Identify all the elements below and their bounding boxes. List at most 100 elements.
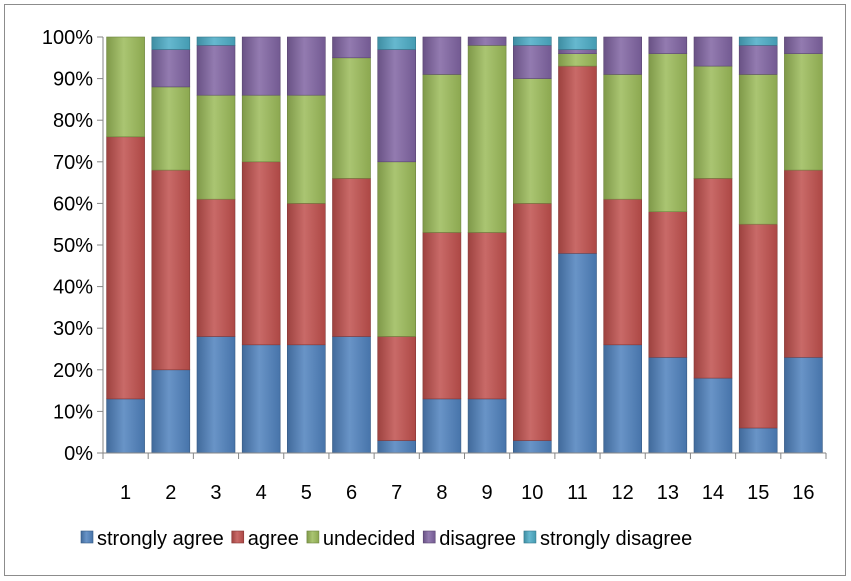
bar-agree-13 (648, 211, 688, 358)
bar-agree-14 (693, 178, 733, 379)
legend-swatch-undecided (306, 530, 320, 544)
bar-undecided-12 (603, 74, 643, 200)
x-tick-label: 3 (210, 482, 221, 504)
bar-strongly-disagree-10 (512, 36, 552, 46)
y-tick-label: 0% (64, 443, 93, 465)
y-tick-label: 50% (53, 235, 93, 257)
legend-swatch-strongly-agree (80, 530, 94, 544)
x-tick-label: 2 (165, 482, 176, 504)
x-tick-label: 13 (657, 482, 679, 504)
x-tick-label: 8 (436, 482, 447, 504)
x-tick-label: 15 (747, 482, 769, 504)
bar-strongly-agree-9 (467, 398, 507, 454)
bar-strongly-agree-14 (693, 377, 733, 454)
x-tick-label: 1 (120, 482, 131, 504)
x-tick-label: 10 (521, 482, 543, 504)
bar-undecided-8 (422, 74, 462, 233)
x-tick-label: 14 (702, 482, 724, 504)
bar-undecided-16 (784, 53, 823, 171)
bar-strongly-agree-2 (151, 369, 191, 454)
bar-agree-7 (377, 336, 417, 441)
bar-agree-10 (512, 203, 552, 441)
bar-strongly-disagree-7 (377, 36, 417, 50)
bar-undecided-5 (286, 94, 326, 204)
y-tick-label: 40% (53, 277, 93, 299)
bar-disagree-2 (151, 49, 191, 88)
x-tick-label: 7 (391, 482, 402, 504)
bar-agree-15 (738, 223, 778, 429)
bar-area (106, 36, 823, 454)
legend-swatch-disagree (422, 530, 436, 544)
x-tick-label: 6 (346, 482, 357, 504)
legend-swatch-agree (231, 530, 245, 544)
bar-disagree-5 (286, 36, 326, 96)
bar-agree-3 (196, 198, 236, 337)
bar-strongly-agree-11 (558, 253, 597, 454)
bar-strongly-disagree-11 (558, 36, 597, 50)
y-axis-ticks: 0% 10% 20% 30% 40% 50% 60% 70% 80% 90% 100% (42, 27, 103, 465)
bar-disagree-9 (467, 36, 507, 46)
bar-agree-2 (151, 169, 191, 371)
bar-undecided-4 (241, 94, 281, 163)
bar-undecided-14 (693, 65, 733, 179)
bar-strongly-disagree-3 (196, 36, 236, 46)
bar-disagree-13 (648, 36, 688, 54)
bar-strongly-agree-10 (512, 440, 552, 454)
bar-agree-1 (106, 136, 145, 400)
bar-undecided-9 (467, 44, 507, 233)
bar-strongly-agree-15 (738, 427, 778, 454)
legend-label-agree: agree (248, 528, 299, 550)
bar-disagree-15 (738, 44, 778, 75)
bar-strongly-disagree-15 (738, 36, 778, 46)
bar-undecided-15 (738, 74, 778, 225)
bar-strongly-agree-12 (603, 344, 643, 454)
y-tick-label: 80% (53, 110, 93, 132)
y-tick-label: 70% (53, 152, 93, 174)
x-tick-label: 16 (792, 482, 814, 504)
legend-label-undecided: undecided (323, 528, 415, 550)
bar-strongly-agree-13 (648, 356, 688, 454)
bar-strongly-disagree-2 (151, 36, 191, 50)
bar-strongly-agree-4 (241, 344, 281, 454)
bar-strongly-agree-3 (196, 336, 236, 454)
x-tick-label: 9 (482, 482, 493, 504)
bar-disagree-12 (603, 36, 643, 75)
bar-strongly-agree-8 (422, 398, 462, 454)
legend-label-strongly-agree: strongly agree (97, 528, 224, 550)
bar-agree-9 (467, 232, 507, 400)
bar-undecided-7 (377, 161, 417, 337)
bar-disagree-8 (422, 36, 462, 75)
y-tick-label: 60% (53, 193, 93, 215)
bar-disagree-14 (693, 36, 733, 67)
bar-agree-11 (558, 65, 597, 254)
bar-disagree-10 (512, 44, 552, 79)
x-tick-label: 4 (256, 482, 267, 504)
bar-disagree-4 (241, 36, 281, 96)
y-tick-label: 90% (53, 69, 93, 91)
bar-undecided-13 (648, 53, 688, 213)
y-tick-label: 30% (53, 318, 93, 340)
bar-undecided-3 (196, 94, 236, 200)
bar-agree-16 (784, 169, 823, 358)
legend: strongly agree agree undecided disagree stro… (80, 528, 692, 550)
bar-disagree-16 (784, 36, 823, 54)
bar-agree-8 (422, 232, 462, 400)
y-tick-label: 10% (53, 401, 93, 423)
bar-strongly-agree-5 (286, 344, 326, 454)
bar-agree-12 (603, 198, 643, 346)
legend-label-disagree: disagree (439, 528, 516, 550)
bar-disagree-7 (377, 49, 417, 163)
bar-undecided-2 (151, 86, 191, 171)
bar-agree-5 (286, 203, 326, 346)
bar-disagree-3 (196, 44, 236, 96)
bar-agree-4 (241, 161, 281, 346)
bar-undecided-11 (558, 53, 597, 67)
y-tick-label: 100% (42, 27, 93, 49)
x-tick-label: 12 (612, 482, 634, 504)
bar-strongly-agree-1 (106, 398, 145, 454)
bar-agree-6 (332, 178, 371, 337)
bar-undecided-10 (512, 78, 552, 204)
bar-strongly-agree-16 (784, 356, 823, 454)
